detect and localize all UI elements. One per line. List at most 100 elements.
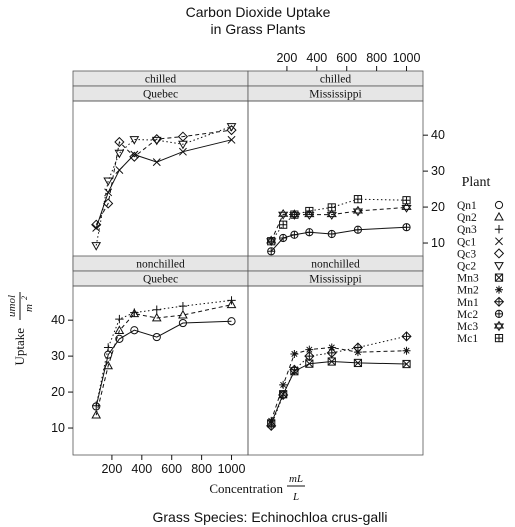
data-point-Mc3 [401,202,412,213]
series-line-Mn2 [270,346,407,421]
strip-label: nonchilled [136,259,185,271]
data-point-Qn1 [227,317,236,326]
chart-subtitle: in Grass Plants [211,21,306,37]
circle-plus-icon [494,309,504,318]
series-line-Mn1 [270,335,407,427]
y-axis-label-text: Uptake [12,328,27,366]
x-tick-label: 800 [366,51,387,65]
data-point-Qc2 [178,140,188,150]
data-point-Qc3 [91,219,102,230]
y-tick-label: 40 [51,313,65,327]
data-point-Mc2 [402,223,411,232]
panel-1: chilled Mississippi [247,70,424,271]
x-tick-label: 600 [161,462,182,476]
data-point-Mn2 [402,346,411,355]
data-point-Mn1 [278,389,289,401]
data-point-Qn2 [103,360,114,370]
x-tick-label: 400 [306,51,327,65]
legend-item-Qn1: Qn1 [457,200,504,212]
data-point-Qn3 [130,308,139,317]
data-point-Mc3 [326,209,337,220]
data-point-Qc2 [151,136,162,146]
asterisk-icon [495,285,503,294]
x-axis-unit-denominator: L [292,491,299,503]
data-point-Mc2 [327,229,336,239]
series-line-Mc3 [270,206,407,242]
data-point-Qn1 [178,318,188,328]
legend-label: Qn3 [457,224,477,236]
series-line-Mc2 [270,226,407,252]
triangle-down-icon [494,262,504,271]
y-tick-label: 30 [51,349,65,363]
legend-title: Plant [462,175,491,190]
data-point-Mn1 [401,331,412,342]
data-point-Mn2 [305,345,314,354]
data-point-Mn2 [279,380,288,389]
triangle-up-icon [494,211,504,221]
data-point-Qn2 [178,309,188,319]
legend-label: Qn2 [457,212,477,224]
y-tick-label: 10 [431,236,445,250]
legend-label: Mc2 [457,309,478,321]
data-point-Qn3 [178,301,188,311]
data-point-Mc1 [402,196,411,205]
y-axis-unit-denominator: m [23,304,35,312]
data-point-Qc1 [92,223,101,232]
data-point-Qn3 [227,296,236,305]
x-tick-label: 1000 [218,462,246,476]
data-point-Qc2 [103,177,114,187]
y-axis-unit-numerator: umol [6,295,18,317]
y-tick-label: 20 [431,200,445,214]
legend-label: Mn3 [457,273,479,285]
y-axis-label: Uptake umol m 2 [6,292,35,366]
x-axis-unit-numerator: mL [289,473,303,485]
data-point-Qn3 [103,343,113,352]
strip-label: chilled [320,74,352,86]
data-point-Qn2 [91,409,102,419]
x-tick-label: 200 [276,51,297,65]
data-point-Mc3 [352,205,364,217]
strip-label: Quebec [143,89,178,101]
y-axis-unit-exponent: 2 [20,296,29,300]
star-of-david-icon [493,320,505,332]
data-point-Qn1 [152,332,161,342]
panels: chilled Quebec chilled Mississippi nonchille… [72,70,424,456]
data-point-Qc2 [91,242,102,251]
data-point-Mc1 [305,206,314,216]
strip-label: chilled [145,74,177,86]
circle-icon [494,200,504,210]
data-point-Mn1 [326,347,337,358]
data-point-Qc3 [129,151,140,162]
diamond-icon [493,248,505,259]
legend-item-Qn2: Qn2 [457,211,504,224]
data-point-Mc2 [279,233,288,243]
data-point-Qc3 [226,125,237,136]
y-tick-label: 20 [51,385,65,399]
data-point-Qn2 [226,299,237,309]
panel-frame [247,285,424,456]
panel-0: chilled Quebec [72,70,249,271]
legend-item-Mc1: Mc1 [457,333,504,345]
x-axis-label-text: Concentration [209,481,283,496]
strip-label: Mississippi [309,89,361,101]
legend-item-Qn3: Qn3 [457,224,504,236]
legend-item-Mc2: Mc2 [457,309,504,321]
data-point-Mc1 [267,237,276,246]
data-point-Mn3 [402,359,411,369]
data-point-Mn2 [290,349,299,358]
data-point-Qc2 [129,136,140,145]
data-point-Qn3 [92,401,101,410]
strip-label: nonchilled [311,259,360,271]
panel-axes-1: 200 400 600 800 1000 10 20 30 40 [276,51,444,250]
data-point-Mc1 [279,220,288,229]
legend-label: Qc1 [457,236,476,248]
boxed-plus-icon [494,334,504,343]
data-point-Qc1 [178,147,187,156]
data-point-Mn1 [352,342,364,353]
axes: 200 400 600 800 1000 10 20 30 40 200 400 600 800 1000… [51,51,445,476]
chart-title: Carbon Dioxide Uptake [186,4,331,20]
data-point-Qn1 [115,334,124,343]
legend-item-Qc2: Qc2 [457,261,504,273]
plus-icon [494,224,504,234]
x-tick-label: 400 [131,462,152,476]
